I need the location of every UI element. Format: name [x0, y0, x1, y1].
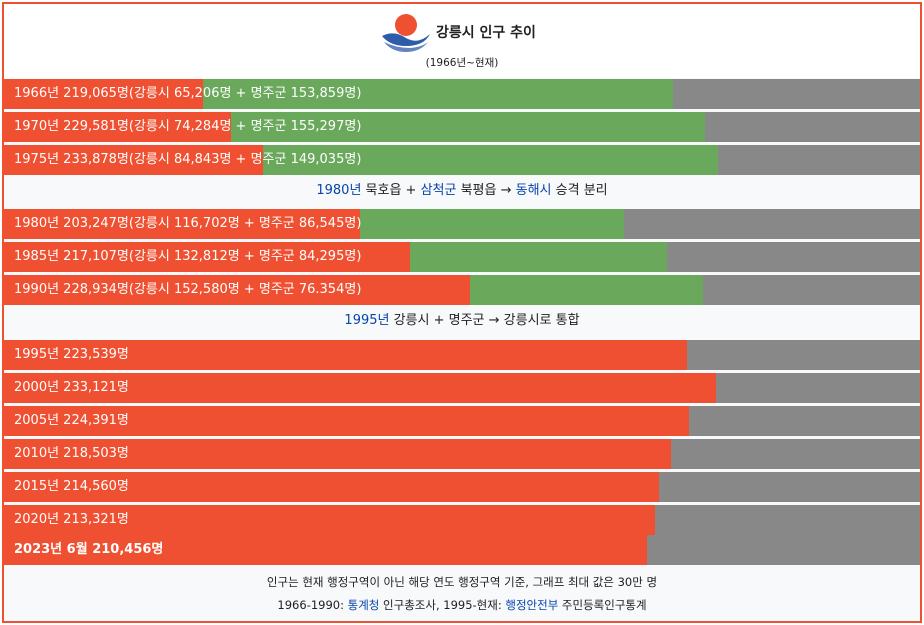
year-link-1995[interactable]: 1995년 [344, 313, 390, 328]
bar-label: 2015년 214,560명 [14, 479, 129, 494]
bar-label: 1985년 217,107명(강릉시 132,812명 + 명주군 84,295… [14, 249, 362, 264]
bar-row-1990: 1990년 228,934명(강릉시 152,580명 + 명주군 76.354… [4, 275, 920, 305]
bar-gangneung-segment [4, 505, 655, 535]
bar-row-2015: 2015년 214,560명 [4, 472, 920, 502]
footer-text: 주민등록인구통계 [558, 598, 647, 612]
bar-row-1995: 1995년 223,539명 [4, 340, 920, 370]
bar-gangneung-segment [4, 275, 470, 305]
bar-label: 1966년 219,065명(강릉시 65,206명 + 명주군 153,859… [14, 86, 362, 101]
bar-label: 2005년 224,391명 [14, 413, 129, 428]
note-text: 북평읍 → [456, 183, 516, 198]
bar-myeongju-segment [203, 79, 673, 109]
bar-gangneung-segment [4, 340, 687, 370]
year-link-1980[interactable]: 1980년 [316, 183, 362, 198]
bar-gangneung-segment [4, 472, 659, 502]
chart-header: 강릉시 인구 추이 (1966년~현재) [4, 4, 920, 78]
gangneung-logo-icon [382, 14, 430, 52]
footer-text: 1966-1990: [277, 598, 348, 612]
chart-title: 강릉시 인구 추이 [436, 25, 536, 41]
chart-subtitle: (1966년~현재) [425, 57, 499, 69]
bar-label: 1975년 233,878명(강릉시 84,843명 + 명주군 149,035… [14, 152, 362, 167]
bar-gangneung-segment [4, 145, 263, 175]
bar-label: 2010년 218,503명 [14, 446, 129, 461]
bar-row-1966: 1966년 219,065명(강릉시 65,206명 + 명주군 153,859… [4, 79, 920, 109]
note-1980: 1980년 묵호읍 + 삼척군 북평읍 → 동해시 승격 분리 [4, 176, 920, 206]
bar-label: 1980년 203,247명(강릉시 116,702명 + 명주군 86,545… [14, 216, 362, 231]
source-link-mois[interactable]: 행정안전부 [505, 598, 559, 612]
bar-myeongju-segment [231, 112, 705, 142]
chart-footer: 인구는 현재 행정구역이 아닌 해당 연도 행정구역 기준, 그래프 최대 값은… [4, 566, 920, 621]
bar-row-2010: 2010년 218,503명 [4, 439, 920, 469]
note-text: 승격 분리 [551, 183, 608, 198]
bar-row-1980: 1980년 203,247명(강릉시 116,702명 + 명주군 86,545… [4, 209, 920, 239]
bar-myeongju-segment [360, 209, 624, 239]
bar-label: 2020년 213,321명 [14, 512, 129, 527]
bar-row-2005: 2005년 224,391명 [4, 406, 920, 436]
bar-label: 1970년 229,581명(강릉시 74,284명 + 명주군 155,297… [14, 119, 362, 134]
note-text: 강릉시 + 명주군 → 강릉시로 통합 [389, 313, 580, 328]
note-1995: 1995년 강릉시 + 명주군 → 강릉시로 통합 [4, 306, 920, 336]
bar-gangneung-segment [4, 535, 647, 565]
bar-label: 1990년 228,934명(강릉시 152,580명 + 명주군 76.354… [14, 282, 362, 297]
bar-row-2020: 2020년 213,321명 [4, 505, 920, 535]
footer-text: 인구총조사, 1995-현재: [379, 598, 506, 612]
bar-gangneung-segment [4, 439, 671, 469]
bar-label: 2023년 6월 210,456명 [14, 542, 164, 557]
bar-gangneung-segment [4, 406, 689, 436]
bar-gangneung-segment [4, 112, 231, 142]
bar-gangneung-segment [4, 373, 716, 403]
bar-myeongju-segment [470, 275, 703, 305]
bar-label: 1995년 223,539명 [14, 347, 129, 362]
bar-gangneung-segment [4, 242, 410, 272]
samcheok-county-link[interactable]: 삼척군 [420, 183, 457, 198]
donghae-city-link[interactable]: 동해시 [515, 183, 552, 198]
bar-row-2000: 2000년 233,121명 [4, 373, 920, 403]
footer-sources: 1966-1990: 통계청 인구총조사, 1995-현재: 행정안전부 주민등… [4, 597, 920, 613]
bar-row-1970: 1970년 229,581명(강릉시 74,284명 + 명주군 155,297… [4, 112, 920, 142]
bar-row-1975: 1975년 233,878명(강릉시 84,843명 + 명주군 149,035… [4, 145, 920, 175]
bar-row-1985: 1985년 217,107명(강릉시 132,812명 + 명주군 84,295… [4, 242, 920, 272]
bar-myeongju-segment [410, 242, 667, 272]
source-link-statistics-korea[interactable]: 통계청 [347, 598, 380, 612]
bar-myeongju-segment [263, 145, 718, 175]
bar-row-2023: 2023년 6월 210,456명 [4, 535, 920, 565]
bar-label: 2000년 233,121명 [14, 380, 129, 395]
note-text: 묵호읍 + [361, 183, 421, 198]
bar-gangneung-segment [4, 209, 360, 239]
footer-note: 인구는 현재 행정구역이 아닌 해당 연도 행정구역 기준, 그래프 최대 값은… [266, 575, 658, 589]
bar-gangneung-segment [4, 79, 203, 109]
